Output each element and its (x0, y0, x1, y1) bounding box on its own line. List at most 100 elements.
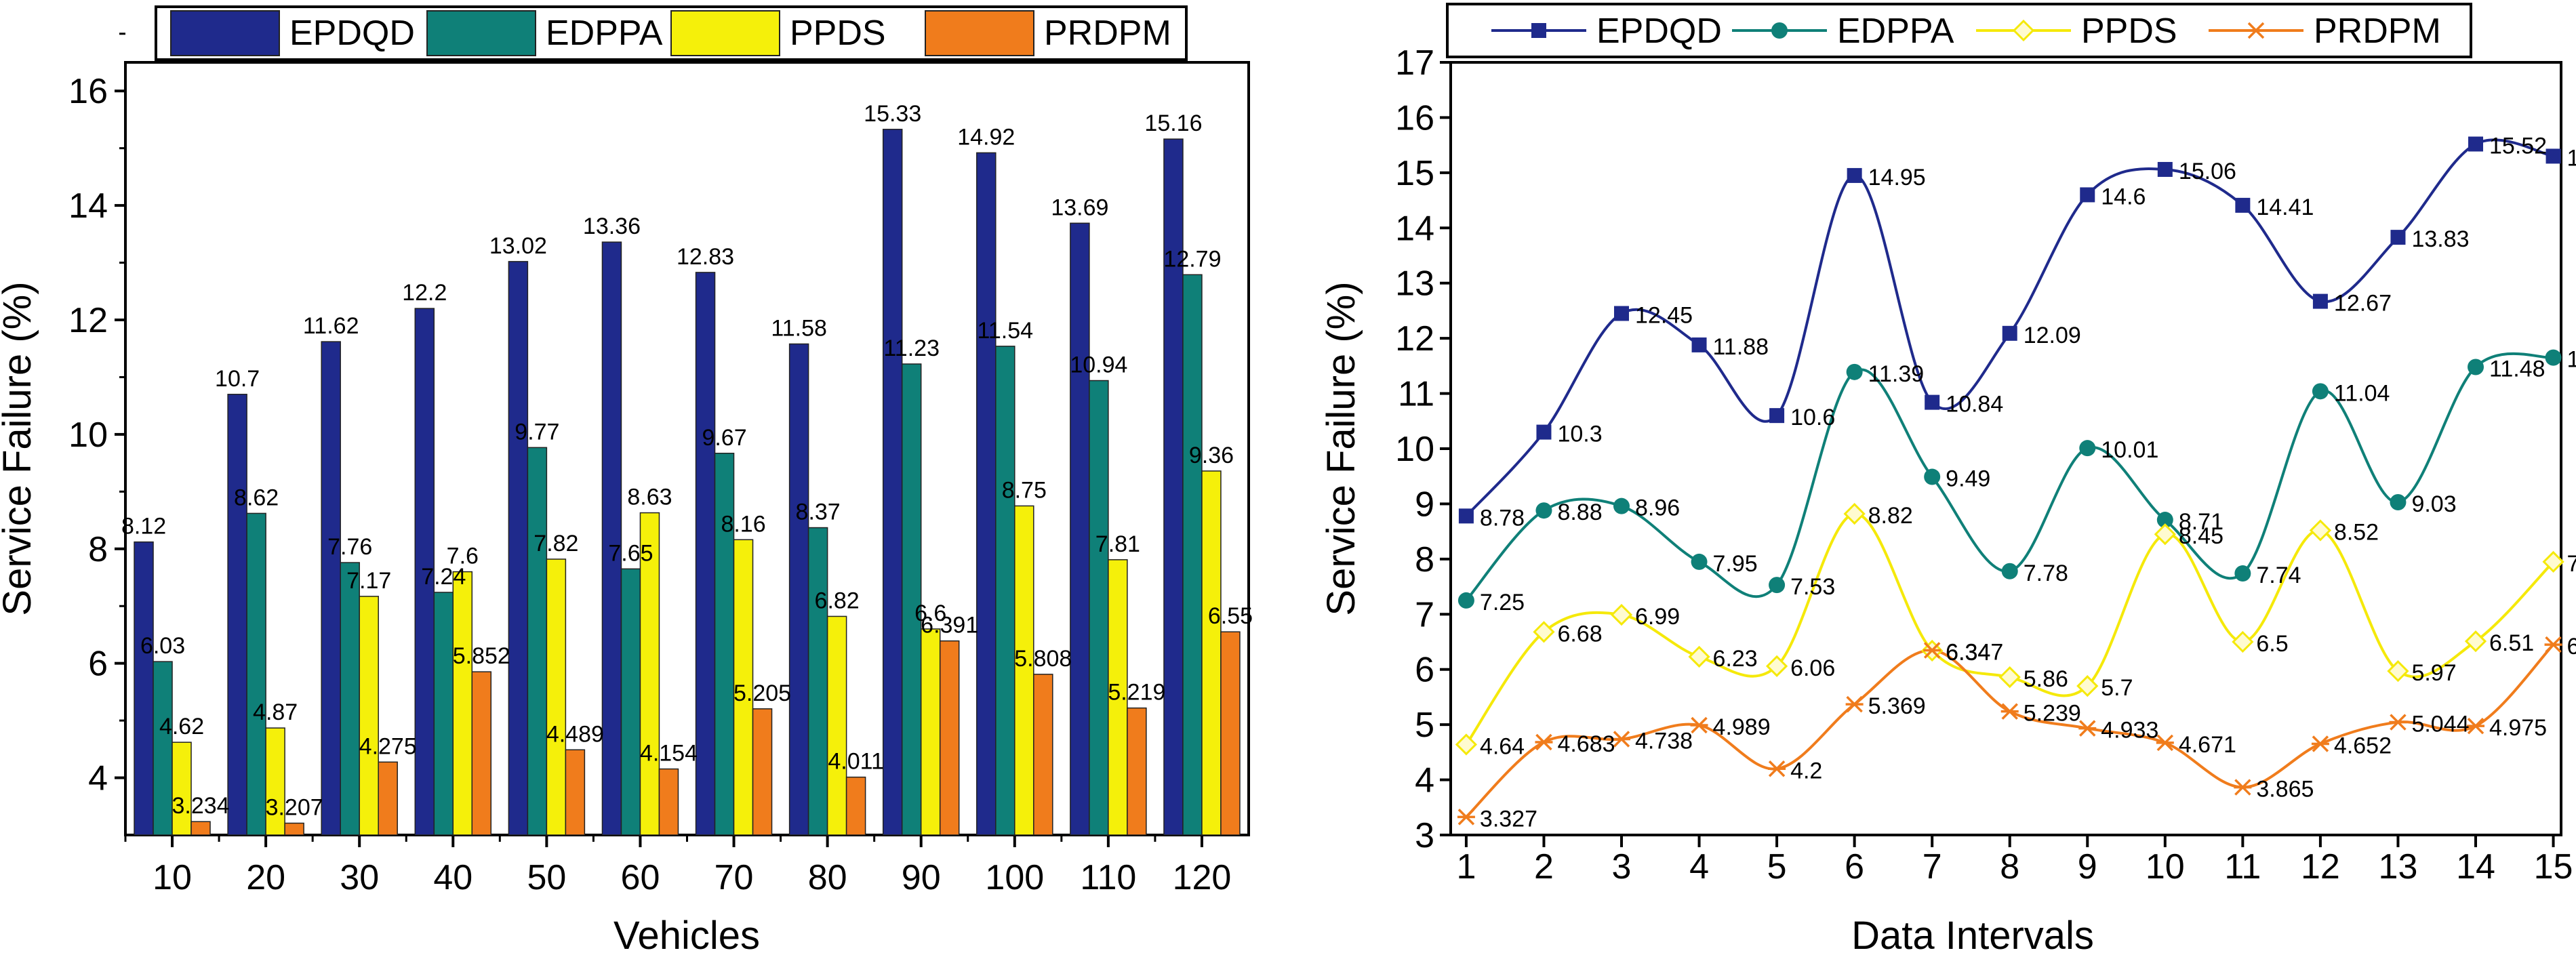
line-value-label: 7.74 (2256, 563, 2301, 588)
bar-x-tick-label: 10 (153, 858, 192, 897)
marker-prdpm-14 (2467, 717, 2484, 735)
line-value-label: 15.52 (2489, 134, 2547, 159)
bar-epdqd-60 (601, 241, 622, 836)
line-y-axis: 3 4 5 6 7 8 9 10 11 12 13 14 15 16 17 (1395, 43, 1451, 855)
line-x-tick-label: 7 (1923, 847, 1942, 887)
line-value-label: 7.95 (1713, 551, 1758, 577)
line-y-tick-label: 4 (1415, 761, 1434, 800)
marker-prdpm-12 (2311, 735, 2329, 752)
marker-epdqd-1 (1458, 508, 1474, 524)
marker-prdpm-8-stroke (2000, 703, 2019, 720)
marker-ppds-5 (1765, 655, 1788, 677)
bar-value-label: 13.36 (583, 213, 641, 239)
line-x-tick-label: 3 (1612, 847, 1632, 887)
line-value-label: 4.933 (2101, 718, 2158, 744)
bar-value-label: 3.234 (172, 793, 229, 819)
marker-ppds-8 (1998, 666, 2021, 689)
bar-value-label: 4.154 (640, 741, 698, 767)
line-value-label: 6.51 (2489, 630, 2534, 656)
bar-prdpm-10 (190, 821, 211, 836)
line-value-label: 4.738 (1635, 728, 1693, 754)
bar-value-label: 9.36 (1189, 443, 1234, 468)
marker-epdqd-3 (1614, 306, 1629, 321)
marker-prdpm-2 (1535, 733, 1553, 751)
bar-value-label: 11.62 (303, 313, 359, 339)
line-value-label: 4.683 (1557, 731, 1615, 757)
bar-x-tick-label: 70 (715, 858, 754, 897)
marker-ppds-14 (2464, 630, 2487, 653)
bar-value-label: 12.83 (677, 244, 734, 270)
bar-value-label: 10.94 (1070, 352, 1127, 378)
line-value-label: 6.4 (2567, 634, 2576, 659)
bar-value-label: 7.6 (447, 544, 479, 569)
line-value-label: 6.5 (2256, 631, 2288, 657)
bar-value-label: 7.24 (421, 564, 466, 590)
bar-edppa-100 (995, 346, 1015, 836)
marker-prdpm-1-stroke (1457, 809, 1475, 826)
line-value-label: 7.53 (1790, 574, 1835, 600)
bar-x-tick-label: 20 (246, 858, 285, 897)
line-x-tick-label: 15 (2534, 847, 2573, 887)
bar-ppds-70 (733, 539, 754, 836)
bar-value-label: 8.37 (796, 500, 841, 525)
marker-edppa-7 (1924, 468, 1941, 485)
bar-legend-label-epdqd: EPDQD (289, 14, 415, 53)
line-legend-marker-prdpm (2247, 22, 2265, 39)
bar-value-label: 6.82 (815, 588, 860, 613)
line-value-label: 5.86 (2024, 666, 2068, 692)
line-x-tick-label: 13 (2379, 847, 2418, 887)
bar-data-labels: 8.12 6.03 4.62 3.234 10.7 8.62 4.87 3.207 11.62 7… (121, 101, 1253, 821)
bar-value-label: 5.852 (453, 643, 510, 669)
bar-ppds-20 (265, 727, 285, 836)
line-x-tick-label: 2 (1534, 847, 1554, 887)
bar-y-tick-label: 6 (88, 645, 108, 684)
line-x-axis-title: Data Intervals (1851, 914, 2094, 957)
bar-x-tick-label: 40 (433, 858, 472, 897)
marker-epdqd-14 (2468, 136, 2483, 152)
bar-x-tick-label: 80 (808, 858, 847, 897)
bar-value-label: 11.58 (771, 315, 827, 341)
line-value-label: 4.975 (2489, 715, 2547, 741)
bar-legend: EPDQD EDPPA PPDS PRDPM (155, 5, 1188, 61)
bar-value-label: 4.011 (828, 749, 884, 775)
marker-prdpm-3-stroke (1613, 731, 1630, 748)
line-value-label: 5.239 (2024, 701, 2081, 727)
line-value-label: 14.41 (2256, 195, 2314, 220)
bar-prdpm-90 (939, 640, 960, 836)
bar-value-label: 9.77 (515, 419, 559, 445)
bar-value-label: 8.63 (627, 485, 672, 510)
bar-value-label: 15.16 (1144, 110, 1202, 136)
line-value-label: 6.23 (1713, 646, 1758, 672)
bar-legend-label-edppa: EDPPA (546, 14, 663, 53)
line-x-tick-label: 1 (1456, 847, 1476, 887)
line-value-label: 7.25 (1480, 590, 1525, 615)
bar-y-axis-title: Service Failure (%) (0, 281, 39, 615)
line-value-label: 5.7 (2101, 675, 2133, 701)
line-legend-box (1446, 3, 2472, 58)
bar-ppds-110 (1108, 559, 1128, 836)
marker-epdqd-8 (2002, 325, 2017, 341)
marker-prdpm-4 (1690, 716, 1708, 734)
bar-value-label: 6.55 (1208, 603, 1253, 629)
marker-ppds-11 (2232, 630, 2254, 653)
line-value-label: 4.64 (1480, 733, 1525, 759)
line-legend-label-ppds: PPDS (2081, 12, 2177, 51)
marker-epdqd-2 (1536, 424, 1552, 440)
line-legend-marker-ppds (2012, 19, 2035, 42)
bar-y-tick-label: 16 (68, 72, 108, 111)
line-legend: EPDQD EDPPA PPDS PRDPM (1446, 3, 2472, 58)
bar-x-axis-title: Vehicles (613, 914, 760, 957)
bar-y-tick-label: 14 (68, 186, 108, 226)
marker-prdpm-12-stroke (2311, 735, 2329, 752)
bar-prdpm-110 (1127, 707, 1147, 836)
bar-value-label: 5.219 (1108, 680, 1165, 706)
line-value-label: 14.95 (1868, 165, 1926, 190)
bar-value-label: 4.62 (159, 714, 204, 739)
line-value-label: 6.06 (1790, 655, 1835, 681)
line-value-label: 12.45 (1635, 303, 1693, 329)
marker-edppa-10 (2156, 512, 2173, 529)
line-value-label: 5.369 (1868, 693, 1926, 719)
bar-value-label: 7.17 (346, 568, 391, 594)
line-value-label: 7.9 (2567, 551, 2576, 577)
